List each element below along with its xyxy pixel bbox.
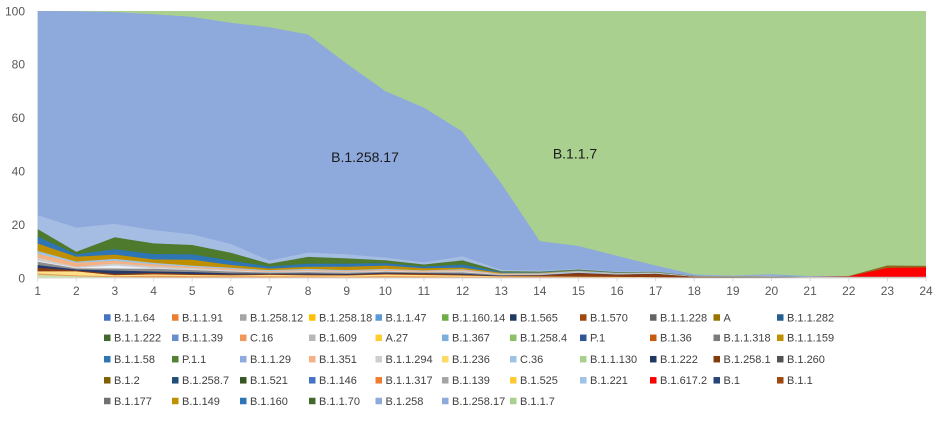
svg-text:B.1.2: B.1.2 [114, 375, 140, 387]
svg-text:9: 9 [343, 284, 350, 298]
svg-text:17: 17 [649, 284, 663, 298]
svg-text:80: 80 [12, 58, 26, 72]
svg-text:B.1.609: B.1.609 [319, 333, 357, 345]
svg-text:B.1.260: B.1.260 [787, 354, 825, 366]
svg-text:4: 4 [150, 284, 157, 298]
svg-text:B.1.1.222: B.1.1.222 [114, 333, 161, 345]
svg-text:P.1: P.1 [590, 333, 605, 345]
svg-text:B.1.139: B.1.139 [452, 375, 490, 387]
svg-text:B.1.1.7: B.1.1.7 [520, 396, 555, 408]
svg-text:B.1.1.7: B.1.1.7 [553, 146, 598, 162]
svg-text:B.1.1.294: B.1.1.294 [386, 354, 433, 366]
svg-text:B.1: B.1 [724, 375, 741, 387]
svg-text:B.1.222: B.1.222 [660, 354, 698, 366]
svg-text:19: 19 [726, 284, 740, 298]
svg-text:B.1.1.29: B.1.1.29 [250, 354, 291, 366]
svg-text:B.1.36: B.1.36 [660, 333, 692, 345]
svg-text:B.1.258.12: B.1.258.12 [250, 312, 303, 324]
svg-text:B.1.1.39: B.1.1.39 [182, 333, 223, 345]
svg-text:B.1.367: B.1.367 [452, 333, 490, 345]
svg-text:14: 14 [533, 284, 547, 298]
svg-text:B.1.160: B.1.160 [250, 396, 288, 408]
svg-text:C.36: C.36 [520, 354, 543, 366]
svg-text:B.1.236: B.1.236 [452, 354, 490, 366]
svg-text:3: 3 [112, 284, 119, 298]
svg-text:B.1.258.4: B.1.258.4 [520, 333, 567, 345]
svg-text:21: 21 [803, 284, 817, 298]
svg-text:B.1.1.91: B.1.1.91 [182, 312, 223, 324]
svg-text:B.1.351: B.1.351 [319, 354, 357, 366]
svg-text:B.1.1.282: B.1.1.282 [787, 312, 834, 324]
svg-text:20: 20 [12, 218, 26, 232]
svg-text:22: 22 [842, 284, 856, 298]
svg-text:B.1.146: B.1.146 [319, 375, 357, 387]
svg-text:B.1.565: B.1.565 [520, 312, 558, 324]
svg-text:B.1.1.130: B.1.1.130 [590, 354, 637, 366]
svg-text:B.1.258.7: B.1.258.7 [182, 375, 229, 387]
svg-text:B.1.1.58: B.1.1.58 [114, 354, 155, 366]
svg-text:B.1.1.64: B.1.1.64 [114, 312, 155, 324]
svg-text:100: 100 [5, 4, 25, 18]
svg-text:P.1.1: P.1.1 [182, 354, 206, 366]
svg-text:40: 40 [12, 165, 26, 179]
svg-text:1: 1 [34, 284, 41, 298]
svg-text:20: 20 [765, 284, 779, 298]
svg-text:B.1.177: B.1.177 [114, 396, 152, 408]
svg-text:B.1.258: B.1.258 [386, 396, 424, 408]
svg-text:2: 2 [73, 284, 80, 298]
svg-text:B.1.521: B.1.521 [250, 375, 288, 387]
svg-text:B.1.1.47: B.1.1.47 [386, 312, 427, 324]
svg-text:24: 24 [919, 284, 933, 298]
svg-text:B.1.258.18: B.1.258.18 [319, 312, 372, 324]
svg-text:C.16: C.16 [250, 333, 273, 345]
svg-text:7: 7 [266, 284, 273, 298]
svg-text:B.1.1: B.1.1 [787, 375, 813, 387]
svg-text:6: 6 [227, 284, 234, 298]
svg-text:60: 60 [12, 111, 26, 125]
svg-text:A: A [724, 312, 732, 324]
svg-text:8: 8 [305, 284, 312, 298]
svg-text:10: 10 [379, 284, 393, 298]
svg-text:0: 0 [18, 271, 25, 285]
svg-text:B.1.258.17: B.1.258.17 [331, 149, 399, 165]
svg-text:B.1.1.70: B.1.1.70 [319, 396, 360, 408]
svg-text:B.1.570: B.1.570 [590, 312, 628, 324]
svg-text:13: 13 [495, 284, 509, 298]
svg-text:A.27: A.27 [386, 333, 409, 345]
svg-text:23: 23 [881, 284, 895, 298]
svg-text:B.1.160.14: B.1.160.14 [452, 312, 505, 324]
svg-text:15: 15 [572, 284, 586, 298]
svg-text:B.1.1.318: B.1.1.318 [724, 333, 771, 345]
svg-text:11: 11 [418, 284, 431, 298]
svg-text:B.1.1.159: B.1.1.159 [787, 333, 834, 345]
svg-text:5: 5 [189, 284, 196, 298]
svg-text:B.1.258.17: B.1.258.17 [452, 396, 505, 408]
svg-text:B.1.1.317: B.1.1.317 [386, 375, 433, 387]
svg-text:16: 16 [610, 284, 624, 298]
svg-text:12: 12 [456, 284, 470, 298]
svg-text:B.1.149: B.1.149 [182, 396, 220, 408]
svg-text:18: 18 [688, 284, 702, 298]
svg-text:B.1.221: B.1.221 [590, 375, 628, 387]
svg-text:B.1.1.228: B.1.1.228 [660, 312, 707, 324]
svg-text:B.1.525: B.1.525 [520, 375, 558, 387]
svg-text:B.1.617.2: B.1.617.2 [660, 375, 707, 387]
svg-text:B.1.258.1: B.1.258.1 [724, 354, 771, 366]
